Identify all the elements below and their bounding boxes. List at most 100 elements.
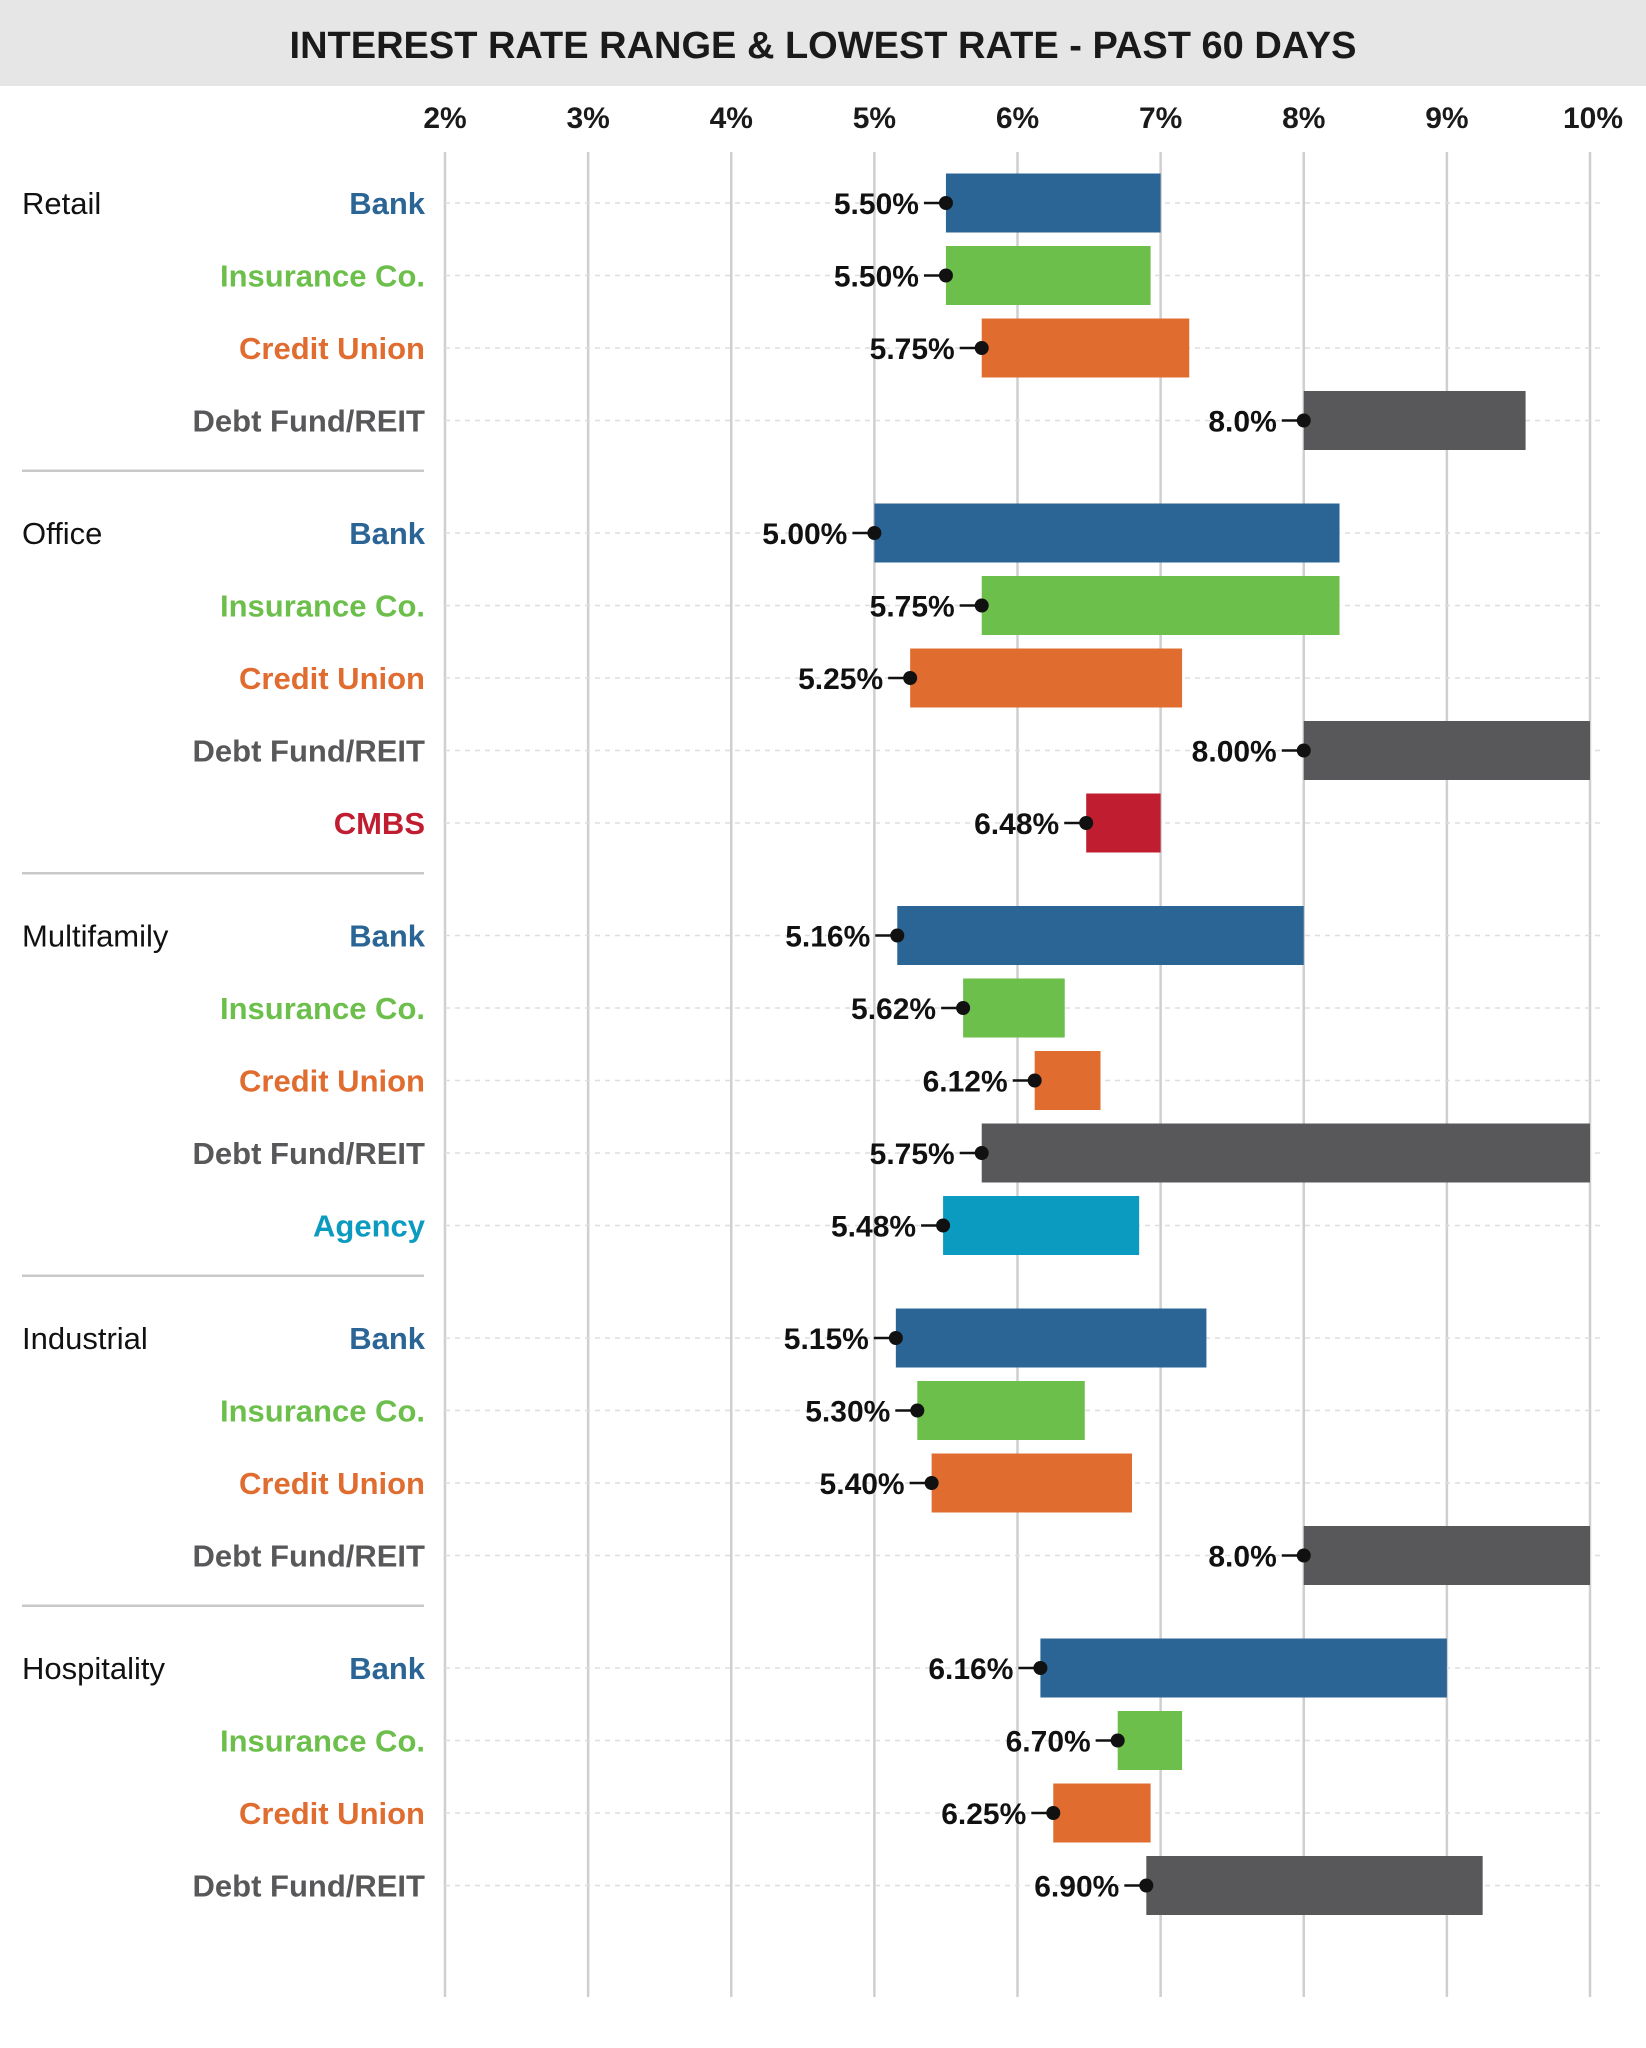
- lender-label-debt-fund-reit: Debt Fund/REIT: [193, 734, 426, 769]
- x-tick-label: 3%: [566, 102, 609, 135]
- x-tick-label: 7%: [1139, 102, 1182, 135]
- lender-label-insurance-co: Insurance Co.: [220, 589, 425, 624]
- x-tick-label: 8%: [1282, 102, 1325, 135]
- group-label-retail: Retail: [22, 186, 101, 221]
- title-band: [0, 0, 1646, 86]
- range-bar-multifamily-credit-union: [1034, 1051, 1101, 1110]
- lowest-rate-marker: [867, 526, 882, 540]
- lowest-rate-marker: [938, 196, 953, 210]
- range-bar-multifamily-bank: [897, 906, 1304, 965]
- lender-label-credit-union: Credit Union: [239, 661, 425, 696]
- range-bar-industrial-credit-union: [931, 1453, 1132, 1513]
- lowest-rate-label: 6.16%: [928, 1653, 1013, 1686]
- x-axis-ticks: 2% 3% 4% 5% 6% 7% 8% 9% 10%: [423, 102, 1623, 135]
- range-bar-multifamily-debt-fund-reit: [981, 1123, 1590, 1183]
- chart-rows: Retail Bank 5.50% Insurance Co. 5.50% Credit …: [22, 173, 1600, 1915]
- lowest-rate-label: 6.48%: [974, 808, 1059, 841]
- lowest-rate-label: 8.0%: [1208, 406, 1276, 439]
- range-bar-industrial-bank: [895, 1308, 1207, 1368]
- x-tick-label: 9%: [1425, 102, 1468, 135]
- lender-label-debt-fund-reit: Debt Fund/REIT: [193, 1869, 426, 1904]
- lowest-rate-label: 6.70%: [1006, 1726, 1091, 1759]
- lowest-rate-marker: [938, 268, 953, 283]
- lowest-rate-marker: [890, 928, 905, 943]
- range-bar-hospitality-insurance-co: [1117, 1711, 1183, 1770]
- lender-label-debt-fund-reit: Debt Fund/REIT: [193, 404, 426, 439]
- lowest-rate-marker: [903, 671, 918, 685]
- lowest-rate-label: 5.30%: [805, 1396, 890, 1429]
- lowest-rate-marker: [1110, 1733, 1125, 1748]
- x-tick-label: 4%: [710, 102, 753, 135]
- lender-label-debt-fund-reit: Debt Fund/REIT: [193, 1136, 426, 1171]
- range-bar-industrial-debt-fund-reit: [1303, 1526, 1590, 1585]
- lowest-rate-label: 5.15%: [784, 1323, 869, 1356]
- lowest-rate-label: 5.00%: [762, 518, 847, 551]
- lowest-rate-marker: [1296, 743, 1311, 758]
- range-bar-office-cmbs: [1086, 793, 1161, 853]
- lender-label-insurance-co: Insurance Co.: [220, 991, 425, 1026]
- lender-label-bank: Bank: [349, 1321, 426, 1356]
- lowest-rate-label: 5.25%: [798, 663, 883, 696]
- lender-label-credit-union: Credit Union: [239, 1796, 425, 1831]
- lowest-rate-label: 5.75%: [870, 591, 955, 624]
- x-tick-label: 5%: [853, 102, 896, 135]
- lender-label-bank: Bank: [349, 919, 426, 954]
- range-bar-office-debt-fund-reit: [1303, 721, 1590, 780]
- x-tick-label: 2%: [423, 102, 466, 135]
- range-bar-retail-credit-union: [981, 318, 1190, 378]
- lowest-rate-label: 8.00%: [1192, 736, 1277, 769]
- lowest-rate-label: 5.50%: [834, 261, 919, 294]
- lowest-rate-marker: [974, 341, 989, 355]
- lender-label-insurance-co: Insurance Co.: [220, 1724, 425, 1759]
- lowest-rate-marker: [1046, 1806, 1061, 1820]
- lender-label-credit-union: Credit Union: [239, 331, 425, 366]
- lowest-rate-marker: [974, 598, 989, 613]
- lowest-rate-label: 6.90%: [1034, 1871, 1119, 1904]
- lowest-rate-label: 8.0%: [1208, 1541, 1276, 1574]
- lender-label-credit-union: Credit Union: [239, 1466, 425, 1501]
- group-label-office: Office: [22, 516, 102, 551]
- lowest-rate-label: 6.25%: [941, 1798, 1026, 1831]
- lowest-rate-marker: [956, 1001, 971, 1015]
- x-tick-label: 6%: [996, 102, 1039, 135]
- lowest-rate-label: 5.50%: [834, 188, 919, 221]
- lender-label-bank: Bank: [349, 1651, 426, 1686]
- lowest-rate-marker: [1079, 816, 1094, 830]
- range-bar-office-insurance-co: [981, 576, 1340, 635]
- range-bar-multifamily-insurance-co: [963, 978, 1065, 1038]
- lowest-rate-label: 5.40%: [820, 1468, 905, 1501]
- range-bar-office-credit-union: [910, 648, 1183, 708]
- lowest-rate-marker: [936, 1218, 951, 1233]
- lender-label-agency: Agency: [313, 1209, 426, 1244]
- lender-label-bank: Bank: [349, 516, 426, 551]
- lender-label-debt-fund-reit: Debt Fund/REIT: [193, 1539, 426, 1574]
- lowest-rate-label: 5.75%: [870, 333, 955, 366]
- range-bar-retail-debt-fund-reit: [1303, 391, 1526, 450]
- lowest-rate-label: 5.75%: [870, 1138, 955, 1171]
- range-bar-office-bank: [874, 503, 1340, 563]
- range-bar-hospitality-bank: [1040, 1638, 1447, 1698]
- lowest-rate-marker: [1296, 413, 1311, 428]
- lowest-rate-marker: [924, 1476, 939, 1490]
- lowest-rate-label: 5.62%: [851, 993, 936, 1026]
- lowest-rate-marker: [1139, 1878, 1154, 1893]
- lowest-rate-marker: [1027, 1073, 1042, 1088]
- range-bar-industrial-insurance-co: [917, 1381, 1085, 1440]
- range-bar-retail-insurance-co: [945, 246, 1151, 305]
- lowest-rate-marker: [910, 1403, 925, 1418]
- lender-label-bank: Bank: [349, 186, 426, 221]
- lender-label-insurance-co: Insurance Co.: [220, 1394, 425, 1429]
- range-bar-multifamily-agency: [943, 1196, 1140, 1255]
- chart-title: INTEREST RATE RANGE & LOWEST RATE - PAST…: [290, 25, 1357, 67]
- lowest-rate-label: 5.16%: [785, 921, 870, 954]
- lender-label-credit-union: Credit Union: [239, 1064, 425, 1099]
- x-tick-label: 10%: [1563, 102, 1623, 135]
- group-label-multifamily: Multifamily: [22, 919, 169, 954]
- group-label-industrial: Industrial: [22, 1321, 148, 1356]
- lowest-rate-marker: [888, 1331, 903, 1345]
- lender-label-insurance-co: Insurance Co.: [220, 259, 425, 294]
- group-label-hospitality: Hospitality: [22, 1651, 165, 1686]
- range-bar-retail-bank: [945, 173, 1161, 233]
- lowest-rate-label: 5.48%: [831, 1211, 916, 1244]
